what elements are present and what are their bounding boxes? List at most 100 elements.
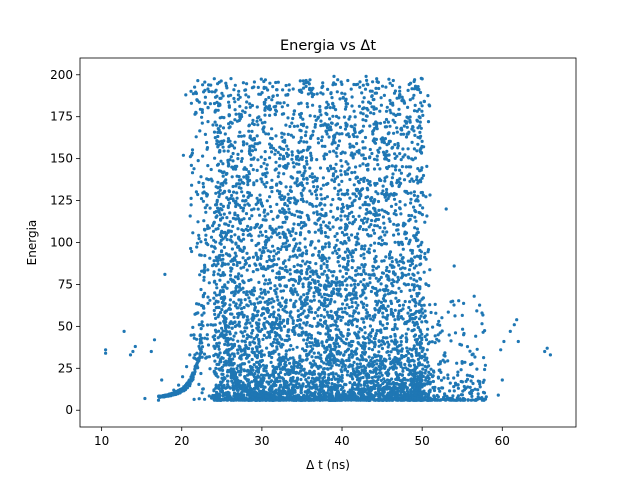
scatter-point [366, 217, 370, 221]
scatter-point [270, 387, 274, 391]
scatter-point [385, 230, 389, 234]
scatter-point [379, 300, 383, 304]
scatter-point [197, 302, 201, 306]
scatter-point [233, 140, 237, 144]
scatter-point [316, 339, 320, 343]
scatter-point [273, 152, 277, 156]
scatter-point [334, 151, 338, 155]
scatter-point [374, 137, 378, 141]
scatter-point [290, 150, 294, 154]
scatter-point [228, 220, 232, 224]
scatter-point [290, 378, 294, 382]
scatter-point [388, 357, 392, 361]
scatter-point [382, 398, 386, 402]
scatter-point [327, 392, 331, 396]
scatter-point [393, 209, 397, 213]
scatter-point [258, 226, 262, 230]
scatter-point [394, 386, 399, 390]
scatter-point [232, 384, 236, 388]
scatter-point [241, 140, 245, 144]
scatter-point [284, 236, 288, 240]
scatter-point [216, 336, 220, 340]
scatter-point [412, 179, 416, 183]
scatter-point [339, 294, 343, 298]
scatter-point [229, 342, 234, 346]
scatter-point [280, 396, 284, 400]
scatter-point [333, 300, 337, 304]
scatter-point [229, 337, 233, 341]
scatter-point [264, 243, 268, 247]
scatter-point [271, 231, 275, 235]
scatter-point [278, 266, 282, 270]
scatter-point [417, 317, 422, 321]
scatter-point [410, 348, 414, 352]
scatter-point [257, 340, 261, 344]
scatter-point [240, 149, 244, 153]
scatter-point [238, 221, 242, 225]
scatter-point [277, 277, 281, 281]
scatter-point [299, 387, 303, 391]
scatter-point [372, 272, 376, 276]
scatter-point [229, 269, 233, 273]
scatter-point [262, 130, 266, 134]
scatter-point [294, 231, 298, 235]
scatter-point [219, 258, 223, 262]
scatter-point [320, 207, 324, 211]
scatter-point [346, 248, 350, 252]
scatter-point [399, 158, 403, 162]
scatter-point [375, 362, 379, 366]
scatter-point [272, 299, 276, 303]
scatter-point [196, 220, 200, 224]
scatter-point [327, 360, 331, 364]
scatter-point [345, 191, 349, 196]
scatter-point [216, 300, 220, 304]
scatter-point [262, 398, 266, 402]
scatter-point [292, 305, 296, 309]
scatter-point [385, 387, 389, 391]
scatter-point [198, 273, 202, 277]
scatter-point [323, 350, 327, 354]
scatter-point [246, 202, 250, 206]
scatter-point [298, 318, 302, 322]
scatter-point [393, 308, 397, 312]
scatter-point [386, 350, 390, 354]
scatter-point [332, 270, 336, 274]
scatter-point [354, 194, 358, 198]
scatter-point [341, 315, 345, 319]
scatter-point [381, 230, 385, 234]
scatter-point [247, 383, 251, 387]
scatter-point [277, 374, 281, 378]
scatter-point [312, 185, 316, 189]
scatter-point [356, 369, 360, 373]
scatter-point [337, 247, 341, 251]
scatter-point [273, 350, 277, 354]
scatter-point [313, 340, 317, 344]
scatter-point [277, 171, 281, 175]
scatter-point [322, 379, 326, 383]
scatter-point [387, 343, 391, 347]
scatter-point [206, 295, 210, 299]
scatter-point [298, 79, 302, 83]
scatter-point [356, 303, 360, 307]
scatter-point [262, 333, 266, 337]
scatter-point [335, 310, 339, 314]
scatter-point [227, 201, 232, 205]
scatter-point [413, 226, 417, 230]
scatter-point [236, 315, 240, 319]
scatter-point [328, 388, 332, 392]
scatter-point [268, 205, 272, 209]
scatter-point [392, 340, 396, 344]
scatter-point [223, 376, 227, 381]
scatter-point [229, 155, 233, 159]
scatter-point [346, 268, 350, 272]
scatter-point [420, 166, 424, 170]
scatter-point [293, 287, 297, 291]
scatter-point [397, 311, 401, 316]
scatter-point [342, 341, 346, 345]
scatter-point [375, 158, 379, 162]
scatter-point [342, 233, 346, 237]
scatter-point [275, 93, 279, 97]
scatter-point [262, 353, 266, 357]
scatter-point [343, 310, 347, 314]
scatter-point [303, 237, 307, 241]
